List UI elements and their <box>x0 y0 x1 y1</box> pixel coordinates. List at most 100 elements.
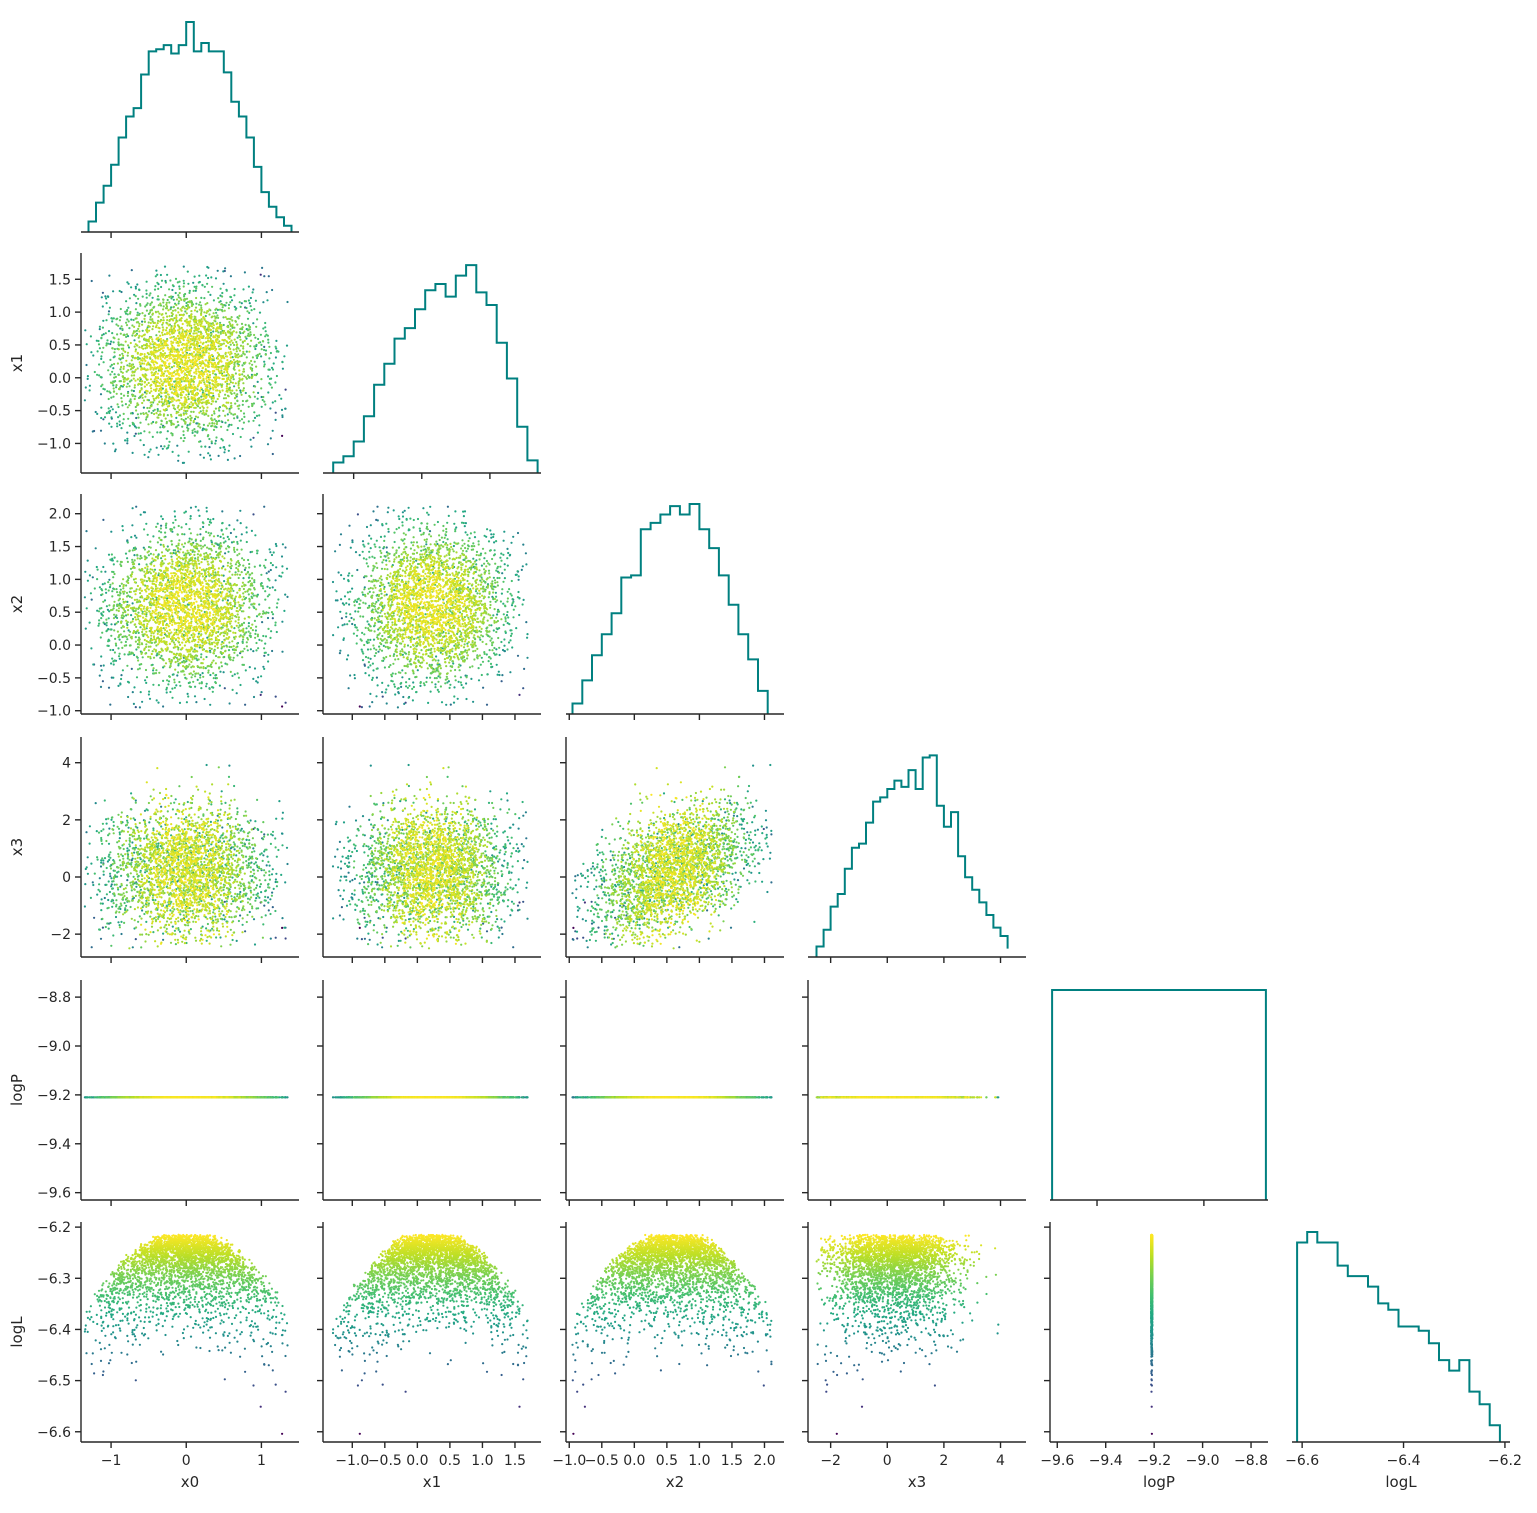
scatter-point <box>207 399 209 401</box>
scatter-point <box>139 303 141 305</box>
scatter-point <box>146 392 148 394</box>
scatter-point <box>135 433 137 435</box>
scatter-point <box>85 364 87 366</box>
scatter-point <box>165 304 167 306</box>
scatter-point <box>220 365 222 367</box>
scatter-point <box>230 424 232 426</box>
scatter-point <box>119 380 121 382</box>
scatter-point <box>121 357 123 359</box>
scatter-point <box>244 336 246 338</box>
scatter-point <box>227 419 229 421</box>
scatter-point <box>242 390 244 392</box>
scatter-point <box>210 403 212 405</box>
scatter-point <box>242 345 244 347</box>
scatter-point <box>166 323 168 325</box>
scatter-point <box>218 345 220 347</box>
scatter-point <box>126 333 128 335</box>
scatter-point <box>121 404 123 406</box>
scatter-point <box>215 440 217 442</box>
scatter-point <box>152 325 154 327</box>
scatter-point <box>184 437 186 439</box>
scatter-point <box>239 331 241 333</box>
scatter-point <box>99 328 101 330</box>
scatter-point <box>198 441 200 443</box>
scatter-point <box>173 299 175 301</box>
scatter-point <box>267 375 269 377</box>
scatter-point <box>230 344 232 346</box>
scatter-point <box>285 389 287 391</box>
panel-x1-vs-x0: −1.0−0.50.00.51.01.5x1 <box>8 253 299 479</box>
scatter-point <box>128 320 130 322</box>
scatter-point <box>121 325 123 327</box>
scatter-point <box>216 314 218 316</box>
scatter-point <box>137 352 139 354</box>
scatter-point <box>101 296 103 298</box>
scatter-point <box>236 400 238 402</box>
scatter-point <box>200 304 202 306</box>
scatter-point <box>121 353 123 355</box>
scatter-point <box>242 428 244 430</box>
scatter-point <box>133 319 135 321</box>
scatter-point <box>237 405 239 407</box>
scatter-point <box>114 355 116 357</box>
scatter-point <box>268 382 270 384</box>
scatter-point <box>189 290 191 292</box>
scatter-point <box>114 373 116 375</box>
scatter-point <box>172 310 174 312</box>
scatter-point <box>238 369 240 371</box>
scatter-point <box>193 290 195 292</box>
scatter-point <box>157 410 159 412</box>
scatter-point <box>150 384 152 386</box>
scatter-point <box>253 345 255 347</box>
scatter-point <box>132 332 134 334</box>
scatter-point <box>166 274 168 276</box>
scatter-point <box>123 384 125 386</box>
scatter-point <box>136 317 138 319</box>
scatter-point <box>248 286 250 288</box>
scatter-point <box>198 403 200 405</box>
scatter-point <box>275 356 277 358</box>
scatter-point <box>120 393 122 395</box>
scatter-point <box>194 431 196 433</box>
scatter-point <box>270 352 272 354</box>
scatter-point <box>187 424 189 426</box>
scatter-point <box>193 428 195 430</box>
scatter-point <box>177 460 179 462</box>
scatter-point <box>213 410 215 412</box>
scatter-point <box>220 288 222 290</box>
scatter-point <box>122 422 124 424</box>
scatter-point <box>239 328 241 330</box>
scatter-point <box>175 292 177 294</box>
scatter-point <box>126 432 128 434</box>
scatter-point <box>125 300 127 302</box>
scatter-point <box>242 288 244 290</box>
scatter-point <box>157 295 159 297</box>
scatter-point <box>257 355 259 357</box>
scatter-point <box>117 341 119 343</box>
scatter-point <box>152 395 154 397</box>
scatter-point <box>243 422 245 424</box>
scatter-point <box>100 376 102 378</box>
scatter-point <box>193 420 195 422</box>
scatter-point <box>125 336 127 338</box>
scatter-point <box>181 406 183 408</box>
scatter-point <box>243 331 245 333</box>
scatter-point <box>149 326 151 328</box>
scatter-point <box>256 357 258 359</box>
scatter-point <box>117 416 119 418</box>
scatter-point <box>194 309 196 311</box>
scatter-point <box>114 348 116 350</box>
scatter-point <box>177 307 179 309</box>
scatter-point <box>253 308 255 310</box>
scatter-point <box>134 398 136 400</box>
scatter-point <box>135 427 137 429</box>
scatter-point <box>146 329 148 331</box>
scatter-point <box>157 454 159 456</box>
scatter-point <box>199 309 201 311</box>
scatter-point <box>164 294 166 296</box>
scatter-point <box>107 296 109 298</box>
scatter-point <box>181 418 183 420</box>
scatter-point <box>178 302 180 304</box>
scatter-point <box>126 386 128 388</box>
scatter-point <box>132 371 134 373</box>
